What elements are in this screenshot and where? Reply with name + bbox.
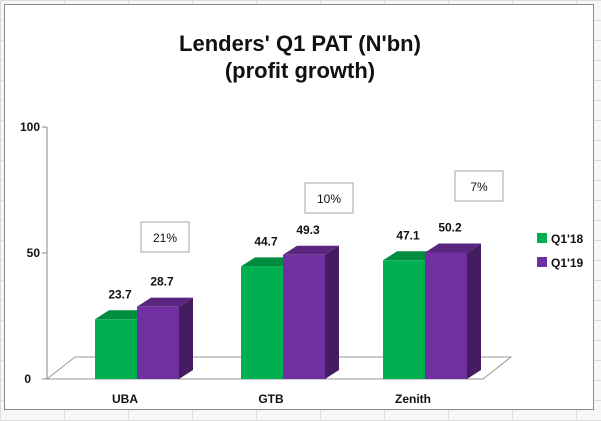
bar-side-face xyxy=(467,243,481,379)
chart-plot: 0 50 100 23.7 28.7 UBA 44.7 49.3 GTB 47.1 50.2 Z… xyxy=(20,120,584,406)
bar-front-face xyxy=(137,306,179,379)
annotation-text: 21% xyxy=(153,231,177,245)
y-tick-label-50: 50 xyxy=(27,246,41,260)
bar-side-face xyxy=(179,297,193,379)
bar-gtb-q1-19[interactable] xyxy=(283,245,339,379)
legend-label: Q1'18 xyxy=(551,232,584,246)
legend-item-q1-18[interactable]: Q1'18 xyxy=(537,232,584,246)
chart-title: Lenders' Q1 PAT (N'bn) xyxy=(179,31,421,56)
bar-front-face xyxy=(283,254,325,379)
bar-front-face xyxy=(383,260,425,379)
bar-zenith-q1-19[interactable] xyxy=(425,243,481,379)
annotation-text: 10% xyxy=(317,192,341,206)
data-label-uba-q1-18: 23.7 xyxy=(108,287,132,301)
data-label-zenith-q1-18: 47.1 xyxy=(396,228,420,242)
data-label-gtb-q1-19: 49.3 xyxy=(296,223,320,237)
x-tick-label-uba: UBA xyxy=(112,392,138,406)
legend-item-q1-19[interactable]: Q1'19 xyxy=(537,256,584,270)
legend-swatch xyxy=(537,257,547,267)
data-label-gtb-q1-18: 44.7 xyxy=(254,234,278,248)
data-label-zenith-q1-19: 50.2 xyxy=(438,220,462,234)
y-tick-label-0: 0 xyxy=(24,372,31,386)
growth-annotation-2: 7% xyxy=(454,170,504,202)
legend-label: Q1'19 xyxy=(551,256,584,270)
x-tick-label-zenith: Zenith xyxy=(395,392,431,406)
bar-side-face xyxy=(325,245,339,379)
growth-annotation-0: 21% xyxy=(140,221,190,253)
bar-front-face xyxy=(95,319,137,379)
annotation-text: 7% xyxy=(470,180,488,194)
annotation-box xyxy=(454,170,504,202)
growth-annotation-1: 10% xyxy=(304,182,354,214)
bar-top-face xyxy=(283,245,339,255)
chart-area[interactable]: Lenders' Q1 PAT (N'bn) (profit growth) 0… xyxy=(4,4,594,410)
annotation-box xyxy=(304,182,354,214)
chart-subtitle: (profit growth) xyxy=(224,58,376,83)
bar-front-face xyxy=(425,252,467,379)
annotation-box xyxy=(140,221,190,253)
bar-top-face xyxy=(137,297,193,307)
bar-front-face xyxy=(241,266,283,379)
legend-swatch xyxy=(537,233,547,243)
bar-top-face xyxy=(425,243,481,253)
bar-uba-q1-19[interactable] xyxy=(137,297,193,379)
x-tick-label-gtb: GTB xyxy=(258,392,284,406)
data-label-uba-q1-19: 28.7 xyxy=(150,275,174,289)
y-tick-label-100: 100 xyxy=(20,120,40,134)
